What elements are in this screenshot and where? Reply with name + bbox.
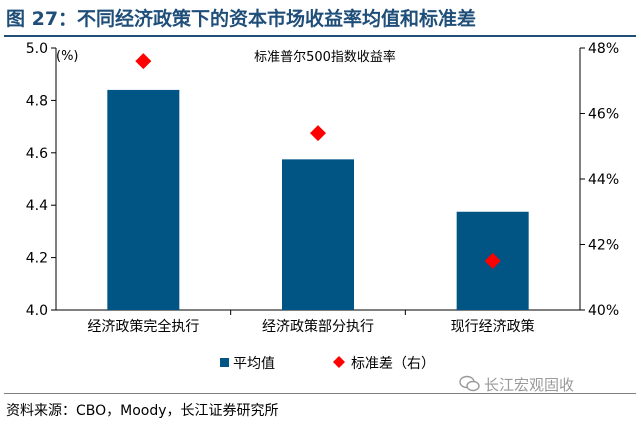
right-tick-label: 40% — [588, 303, 619, 319]
chart-axes: 4.0 4.2 4.4 4.6 4.8 5.0 40% 42% 44% 46% 48% 经济政策完全执… — [26, 41, 619, 335]
bar-series — [107, 89, 529, 310]
left-tick-label: 5.0 — [26, 41, 48, 57]
right-tick-label: 44% — [588, 172, 619, 188]
right-tick-label: 48% — [588, 41, 619, 57]
legend-diamond-swatch — [333, 356, 345, 368]
chart-title: 标准普尔500指数收益率 — [254, 49, 396, 65]
legend-bar-label: 平均值 — [233, 356, 275, 372]
bottom-rule — [4, 393, 636, 394]
left-tick-label: 4.8 — [26, 93, 48, 109]
diamond-point — [135, 53, 152, 70]
left-tick-label: 4.2 — [26, 251, 48, 267]
bar — [107, 89, 180, 310]
legend: 平均值 标准差（右） — [220, 356, 435, 372]
diamond-series — [135, 53, 501, 269]
legend-bar-swatch — [220, 358, 229, 367]
source-note: 资料来源：CBO，Moody，长江证券研究所 — [6, 403, 279, 419]
left-tick-label: 4.4 — [26, 198, 48, 214]
x-tick-label: 经济政策完全执行 — [87, 318, 199, 335]
diamond-point — [310, 125, 326, 142]
left-tick-label: 4.0 — [26, 303, 48, 319]
chart: 4.0 4.2 4.4 4.6 4.8 5.0 40% 42% 44% 46% 48% 经济政策完全执… — [26, 41, 619, 372]
diamond-point — [484, 252, 501, 269]
title-rule — [4, 35, 636, 37]
bar — [282, 159, 354, 310]
y-axis-unit: (%) — [56, 49, 79, 64]
wechat-icon — [459, 375, 480, 392]
right-tick-label: 42% — [588, 238, 619, 254]
figure-title: 图 27：不同经济政策下的资本市场收益率均值和标准差 — [6, 8, 477, 30]
watermark: 长江宏观固收 — [484, 376, 575, 394]
legend-diamond-label: 标准差（右） — [351, 356, 435, 372]
x-tick-label: 经济政策部分执行 — [262, 318, 374, 335]
left-tick-label: 4.6 — [26, 146, 48, 162]
x-tick-label: 现行经济政策 — [451, 318, 535, 335]
right-tick-label: 46% — [588, 107, 619, 123]
